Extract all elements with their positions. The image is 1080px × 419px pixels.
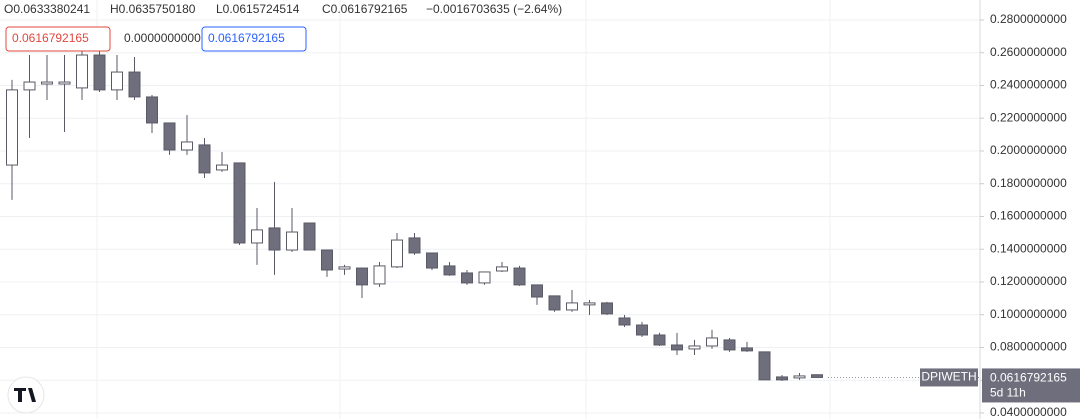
candle-body: [76, 54, 88, 89]
candle-body: [583, 302, 596, 306]
candle-body: [163, 122, 176, 151]
y-tick-label: 0.2600000000: [990, 45, 1067, 59]
axis-layer: 0.2800000000 0.2600000000 0.2400000000 0.22…: [920, 12, 1080, 419]
ohlc-value: L0.0615724514: [216, 2, 300, 16]
candle-body: [741, 347, 753, 352]
candle-body: [548, 295, 561, 311]
tool-value: 0.0616792165: [208, 31, 285, 45]
y-tick-label: 0.2400000000: [990, 78, 1067, 92]
candle-layer: [6, 29, 980, 382]
tradingview-logo: [7, 376, 45, 414]
ohlc-value: O0.0633380241: [4, 2, 90, 16]
candle-body: [811, 374, 823, 378]
candle-body: [233, 162, 246, 244]
candle-body: [566, 302, 578, 311]
candle-body: [426, 252, 438, 269]
symbol-label-bg: [920, 368, 978, 387]
candle-body: [146, 96, 158, 124]
candle-body: [478, 271, 491, 284]
candle-body: [408, 237, 421, 254]
y-tick-label: 0.1000000000: [990, 307, 1067, 321]
y-tick-label: 0.2000000000: [990, 143, 1067, 157]
candle-body: [391, 239, 403, 268]
tool-box: [201, 26, 307, 52]
countdown-label: 5d 11h: [990, 386, 1026, 400]
candle-body: [776, 376, 788, 381]
y-tick-label: 0.1600000000: [990, 209, 1067, 223]
candle-body: [671, 344, 683, 351]
candle-body: [111, 71, 123, 91]
candle-body: [6, 89, 18, 166]
candle-body: [461, 272, 473, 284]
candle-body: [688, 345, 701, 350]
candle-body: [793, 375, 806, 379]
last-price-bg: [982, 368, 1080, 403]
candle-body: [373, 265, 386, 285]
ohlc-value: −0.0016703635 (−2.64%): [426, 2, 562, 16]
candle-body: [41, 81, 53, 85]
candle-body: [338, 266, 351, 270]
candle-body: [23, 81, 36, 91]
y-tick-label: 0.2200000000: [990, 110, 1067, 124]
candle-body: [443, 265, 456, 276]
candle-body: [303, 222, 316, 251]
y-tick-label: 0.0800000000: [990, 340, 1067, 354]
candle-body: [601, 302, 613, 315]
candle-body: [706, 337, 718, 347]
ohlc-value: C0.0616792165: [322, 2, 408, 16]
candle-body: [636, 324, 648, 336]
y-tick-label: 0.2800000000: [990, 12, 1067, 26]
y-tick-label: 0.0400000000: [990, 405, 1067, 419]
tool-value: 0.0616792165: [12, 31, 89, 45]
candle-body: [653, 334, 666, 346]
tool-value: 0.0000000000: [124, 31, 201, 45]
candle-body: [251, 229, 263, 244]
ohlc-value: H0.0635750180: [110, 2, 196, 16]
header: O0.0633380241 H0.0635750180 L0.0615724514 C…: [4, 2, 562, 52]
candle-body: [286, 231, 298, 251]
candle-body: [268, 227, 281, 251]
last-price-label: 0.0616792165: [990, 371, 1067, 385]
candle-body: [321, 249, 333, 271]
candle-body: [356, 267, 368, 286]
candle-body: [758, 351, 771, 381]
y-tick-label: 0.1200000000: [990, 274, 1067, 288]
candle-body: [513, 267, 526, 286]
y-tick-label: 0.1400000000: [990, 241, 1067, 255]
candle-body: [93, 54, 106, 91]
candle-body: [618, 317, 631, 326]
candle-body: [198, 144, 211, 174]
candle-body: [58, 81, 71, 85]
candle-body: [216, 164, 228, 171]
symbol-label: DPIWETH: [921, 370, 976, 384]
candle-body: [531, 284, 543, 298]
candle-body: [181, 141, 193, 151]
candle-body: [496, 266, 508, 272]
candle-body: [128, 71, 141, 98]
tool-box: [5, 26, 111, 52]
y-tick-label: 0.1800000000: [990, 176, 1067, 190]
candle-body: [723, 339, 736, 351]
